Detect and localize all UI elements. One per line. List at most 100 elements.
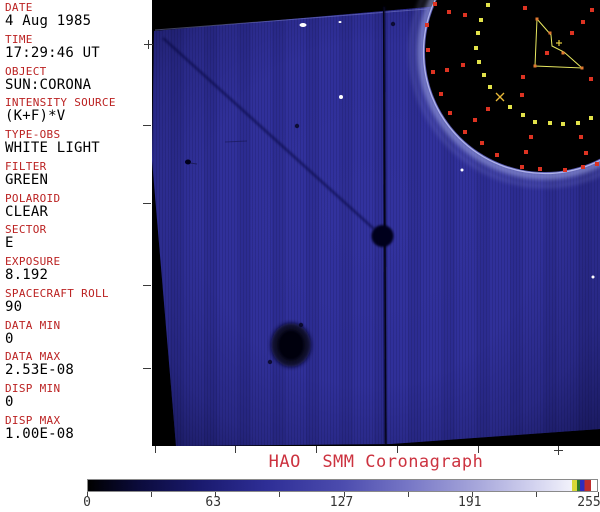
red-dot <box>463 13 467 17</box>
field-label: INTENSITY SOURCE <box>5 96 116 110</box>
field-value: CLEAR <box>5 203 49 220</box>
dust-blob-core <box>278 330 304 360</box>
red-dot <box>495 153 499 157</box>
dark-speck-with-tail <box>185 159 191 165</box>
yellow-dot <box>548 121 552 125</box>
orange-vertex-dot <box>533 64 537 68</box>
field-value: (K+F)*V <box>5 108 66 125</box>
diagonal-streak <box>162 37 375 230</box>
fiducial-tick <box>155 446 156 453</box>
red-dot <box>447 10 451 14</box>
yellow-dot <box>477 60 481 64</box>
field-label: EXPOSURE <box>5 255 61 268</box>
orange-vertex-dot <box>548 31 552 35</box>
sidebar-field: DATA MIN 0 <box>0 318 152 352</box>
red-dot <box>461 63 465 67</box>
red-dot <box>581 165 585 169</box>
red-dot <box>445 68 449 72</box>
sidebar-field: SPACECRAFT ROLL 90 <box>0 286 152 320</box>
fiducial-tick <box>478 446 479 453</box>
yellow-dot <box>479 18 483 22</box>
sidebar-field: TIME 17:29:46 UT <box>0 32 152 66</box>
field-value: 0 <box>5 330 14 347</box>
red-dot <box>523 6 527 10</box>
field-label: FILTER <box>5 159 47 173</box>
sidebar-field: FILTER GREEN <box>0 159 152 193</box>
fiducial-tick <box>143 203 151 204</box>
red-dot <box>486 107 490 111</box>
dark-speck <box>267 359 273 365</box>
field-value: 17:29:46 UT <box>5 44 100 61</box>
occulter-support-blob <box>371 225 394 247</box>
field-value: 90 <box>5 298 23 315</box>
field-value: 8.192 <box>5 267 49 283</box>
white-speck <box>299 23 307 27</box>
red-dot <box>595 162 599 166</box>
colorbar-tick <box>215 492 217 497</box>
image-title: HAO SMM Coronagraph <box>268 452 484 472</box>
sidebar-field: INTENSITY SOURCE (K+F)*V <box>0 97 152 129</box>
yellow-dot <box>474 46 478 50</box>
yellow-dot <box>488 85 492 89</box>
colorbar-tick-label: 0 <box>83 495 91 510</box>
yellow-dot <box>476 31 480 35</box>
red-dot <box>448 111 452 115</box>
colorbar-tick <box>598 492 599 497</box>
field-label: DATE <box>5 1 33 14</box>
field-value: SUN:CORONA <box>5 76 92 93</box>
red-dot <box>581 20 585 24</box>
field-label: SECTOR <box>5 223 47 237</box>
red-dot <box>570 31 574 35</box>
red-dot <box>538 167 542 171</box>
red-dot <box>520 165 524 169</box>
dark-speck <box>294 123 300 129</box>
red-dot <box>520 93 524 97</box>
colorbar-gradient <box>87 479 598 492</box>
fiducial-tick <box>143 125 151 126</box>
field-label: DATA MAX <box>5 350 61 364</box>
sidebar-field: EXPOSURE 8.192 <box>0 256 152 288</box>
colorbar-tick-label: 255 <box>577 495 600 510</box>
field-value: 1.00E-08 <box>5 425 75 442</box>
red-dot <box>579 135 583 139</box>
sidebar-field: DISP MIN 0 <box>0 383 152 415</box>
red-dot <box>529 135 533 139</box>
occulter-rim <box>422 0 600 175</box>
fiducial-tick <box>143 368 151 369</box>
yellow-dot <box>561 122 565 126</box>
yellow-dot <box>533 120 537 124</box>
fiducial-plus <box>558 446 559 455</box>
yellow-dot <box>508 105 512 109</box>
sidebar-field: OBJECT SUN:CORONA <box>0 64 152 98</box>
sidebar-field: POLAROID CLEAR <box>0 191 152 225</box>
red-dot <box>563 168 567 172</box>
field-label: DISP MAX <box>5 413 61 427</box>
field-label: TIME <box>5 32 33 46</box>
field-value: 2.53E-08 <box>5 362 75 379</box>
field-label: DATA MIN <box>5 318 61 332</box>
field-label: OBJECT <box>5 64 47 78</box>
sidebar-field: DISP MAX 1.00E-08 <box>0 413 152 447</box>
fiducial-tick <box>235 446 236 453</box>
fiducial-tick <box>397 446 398 453</box>
sidebar-field: TYPE-OBS WHITE LIGHT <box>0 129 152 161</box>
occulter-glow <box>417 0 600 180</box>
white-speck <box>591 275 595 279</box>
field-value: 4 Aug 1985 <box>5 13 92 29</box>
corona-image <box>152 0 600 446</box>
sidebar-field: DATE 4 Aug 1985 <box>0 2 152 34</box>
red-dot <box>433 2 437 6</box>
speck-tail <box>189 162 198 165</box>
field-label: DISP MIN <box>5 382 61 395</box>
red-dot <box>426 48 430 52</box>
metadata-sidebar: DATE 4 Aug 1985 TIME 17:29:46 UT OBJECT SUN:C… <box>0 0 152 455</box>
red-dot <box>589 77 593 81</box>
annotation-dots-layer <box>185 2 599 365</box>
scratch-mark <box>224 140 248 143</box>
image-display-area <box>152 0 600 446</box>
top-edge-highlight <box>154 8 428 31</box>
field-label: POLAROID <box>5 191 61 205</box>
field-label: SPACECRAFT ROLL <box>5 286 109 300</box>
colorbar-tick <box>279 492 281 497</box>
red-dot <box>524 150 528 154</box>
